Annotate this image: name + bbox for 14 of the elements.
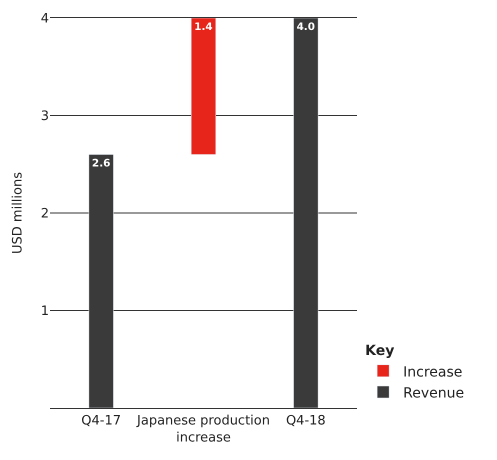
data-label: 2.6 [92,157,110,170]
y-tick-label: 3 [40,109,49,124]
legend-title: Key [365,343,394,360]
legend-label: Increase [403,364,462,380]
y-tick-label: 1 [40,304,49,320]
x-tick-label: Japanese production increase [136,414,270,446]
legend-label: Revenue [403,385,464,402]
data-label: 4.0 [296,20,315,33]
y-tick-label: 4 [40,12,49,27]
x-tick-label: Q4-17 [81,414,122,429]
y-tick-label: 2 [40,206,49,222]
y-axis-title: USD millions [10,172,26,254]
data-label: 1.4 [194,20,213,33]
x-tick-label: Q4-18 [286,414,326,429]
